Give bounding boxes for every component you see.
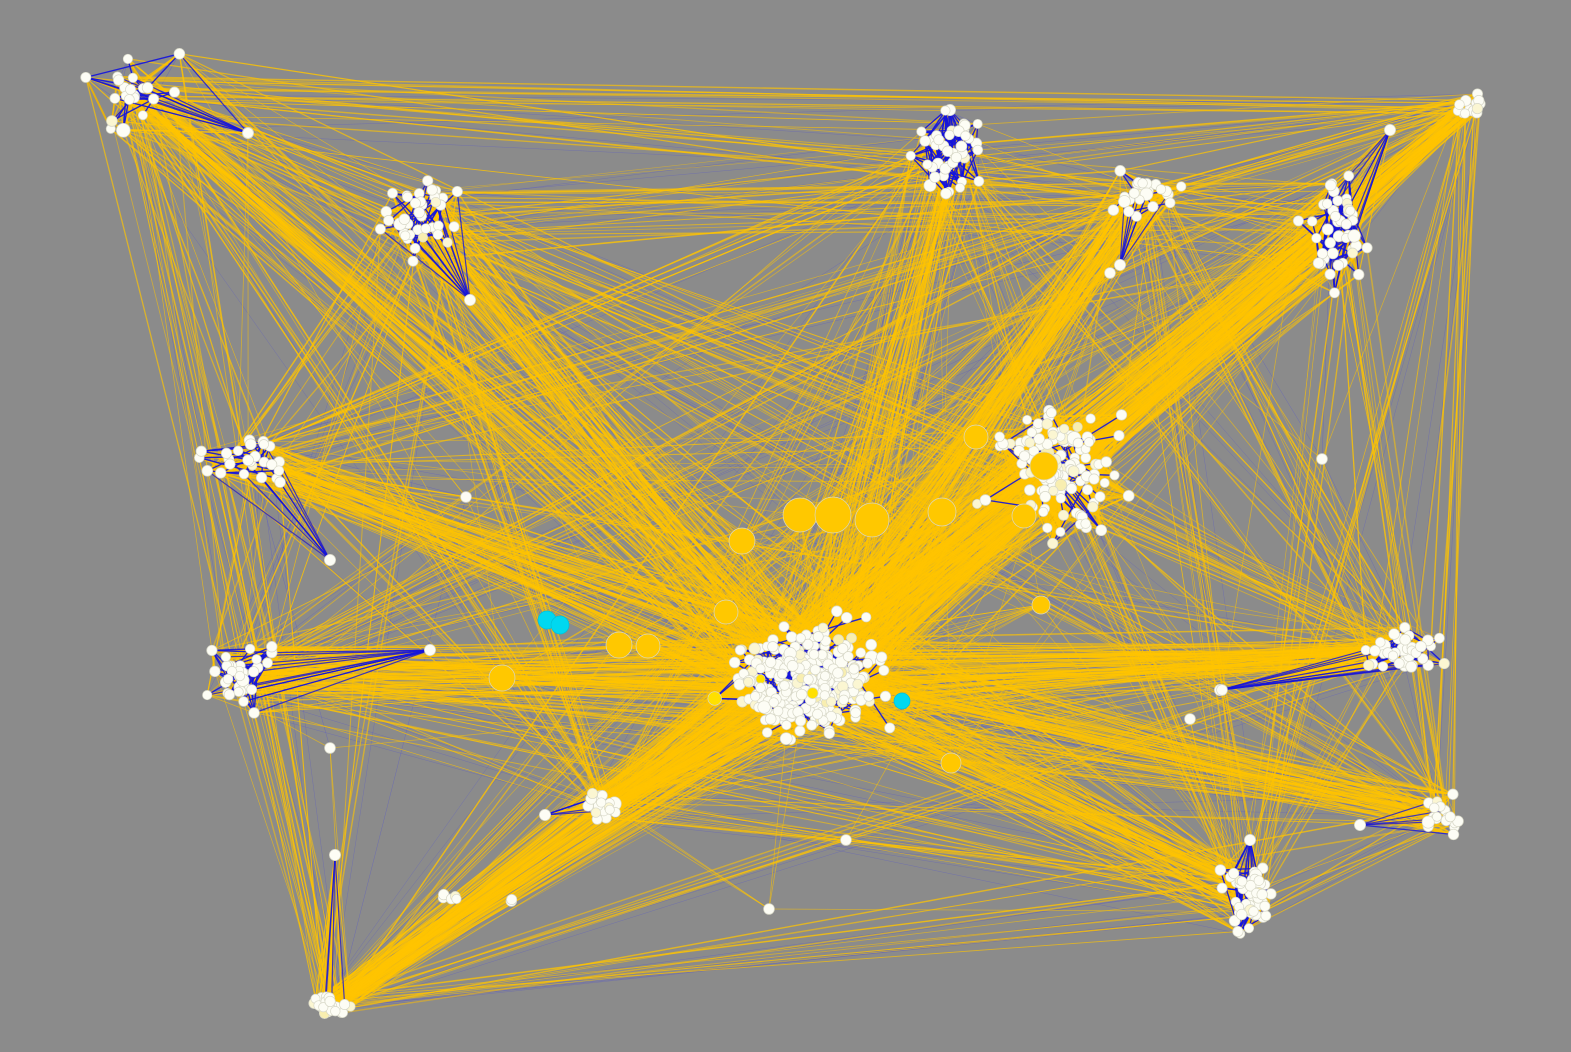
graph-edge [329, 191, 458, 1007]
graph-edge [1254, 821, 1429, 916]
graph-edge [948, 191, 1259, 892]
graph-edge [425, 192, 1135, 229]
graph-edge [267, 237, 1347, 664]
graph-edge [609, 802, 1241, 935]
graph-edge [231, 666, 602, 803]
graph-edge [253, 712, 616, 813]
graph-edge [252, 465, 273, 653]
graph-edge [350, 665, 1429, 1007]
graph-edge [937, 112, 1478, 164]
graph-edge [129, 99, 233, 672]
graph-edge [976, 143, 1138, 185]
graph-edge [123, 93, 1478, 131]
graph-edge [199, 457, 351, 1007]
graph-edge [133, 94, 1481, 105]
graph-edge [596, 819, 1223, 889]
graph-edge [1394, 103, 1481, 654]
graph-edge [254, 455, 331, 561]
graph-edge [85, 77, 116, 99]
